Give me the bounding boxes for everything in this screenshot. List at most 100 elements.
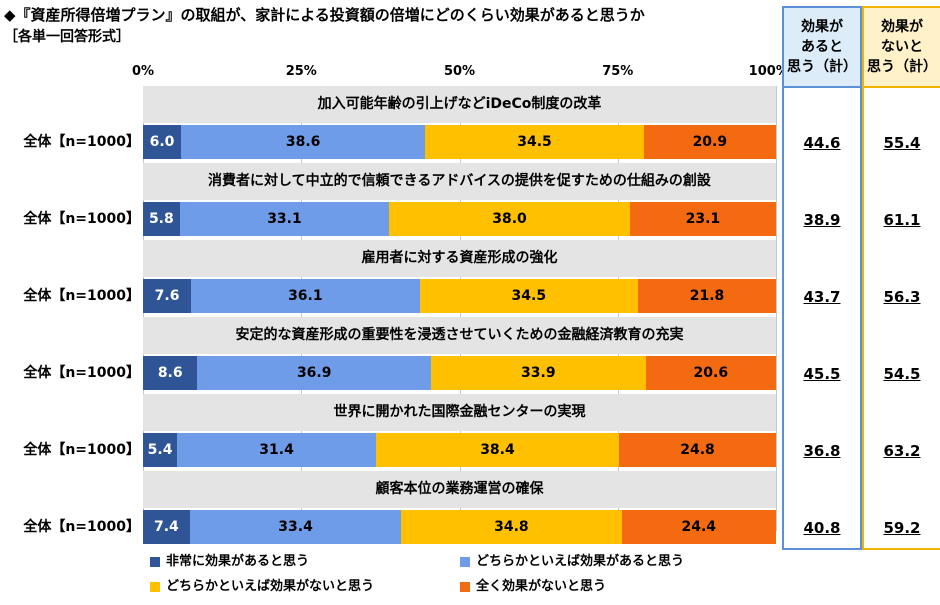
bar-segment: 20.6 <box>645 356 776 390</box>
summary-effective-header: 効果が あると 思う（計） <box>784 8 860 88</box>
summary-not-effective-value: 54.5 <box>883 365 921 383</box>
summary-not-effective-header: 効果が ないと 思う（計） <box>864 8 940 88</box>
row-label: 全体【n=1000】 <box>23 288 140 304</box>
summary-effective-header-line: 思う（計） <box>787 59 857 75</box>
bar-segment: 8.6 <box>143 356 198 390</box>
item-heading: 世界に開かれた国際金融センターの実現 <box>333 404 586 420</box>
legend-item: どちらかといえば効果があると思う <box>460 550 684 569</box>
summary-effective-value: 44.6 <box>803 134 841 152</box>
item-heading: 安定的な資産形成の重要性を浸透させていくための金融経済教育の充実 <box>235 327 684 343</box>
data-label: 38.4 <box>480 442 515 458</box>
data-label: 7.6 <box>154 288 180 304</box>
row-label: 全体【n=1000】 <box>23 365 140 381</box>
bar-segment: 33.1 <box>179 202 390 236</box>
row-label: 全体【n=1000】 <box>23 134 140 150</box>
data-label: 20.9 <box>692 134 728 150</box>
data-label: 34.5 <box>511 288 547 304</box>
bar-segment: 33.9 <box>431 356 646 390</box>
legend-swatch <box>460 556 470 567</box>
data-label: 8.6 <box>157 365 183 381</box>
bar-segment: 24.8 <box>619 433 776 467</box>
summary-not-effective-value: 61.1 <box>883 211 921 229</box>
summary-not-effective-value: 55.4 <box>883 134 921 152</box>
data-label: 24.8 <box>680 442 715 458</box>
bar-segment: 7.6 <box>143 279 192 313</box>
summary-not-effective-header-line: ないと <box>881 39 923 55</box>
data-label: 36.9 <box>296 365 332 381</box>
legend-item: 全く効果がないと思う <box>460 575 606 594</box>
legend-item: 非常に効果があると思う <box>150 550 309 569</box>
item-heading: 雇用者に対する資産形成の強化 <box>361 250 558 266</box>
bar-segment: 38.6 <box>180 125 426 159</box>
legend-swatch <box>460 581 470 592</box>
legend-swatch <box>150 556 160 567</box>
data-label: 33.4 <box>278 519 313 535</box>
legend-label: どちらかといえば効果があると思う <box>476 554 685 569</box>
summary-not-effective-header-line: 思う（計） <box>867 59 937 75</box>
summary-not-effective-header-line: 効果が <box>881 19 923 35</box>
data-label: 20.6 <box>693 365 729 381</box>
row-label: 全体【n=1000】 <box>23 442 140 458</box>
bar-segment: 33.4 <box>189 510 402 544</box>
summary-effective-value: 43.7 <box>803 288 841 306</box>
data-label: 34.5 <box>517 134 552 150</box>
bar-segment: 7.4 <box>143 510 190 544</box>
legend-item: どちらかといえば効果がないと思う <box>150 575 374 594</box>
summary-effective-column: 効果が あると 思う（計） 44.6 38.9 43.7 45.5 36.8 40.8 <box>782 6 862 550</box>
item-heading-band: 安定的な資産形成の重要性を浸透させていくための金融経済教育の充実 <box>143 317 776 354</box>
legend-label: 全く効果がないと思う <box>476 579 607 594</box>
data-label: 21.8 <box>689 288 725 304</box>
bar-segment: 24.4 <box>621 510 776 544</box>
data-label: 23.1 <box>685 211 721 227</box>
data-label: 5.4 <box>147 442 173 458</box>
x-tick-label: 100% <box>748 64 789 79</box>
item-heading-band: 顧客本位の業務運営の確保 <box>143 471 776 508</box>
chart-title: ◆『資産所得倍増プラン』の取組が、家計による投資額の倍増にどのくらい効果があると… <box>4 6 645 24</box>
summary-effective-value: 40.8 <box>803 519 841 537</box>
summary-not-effective-value: 63.2 <box>883 442 921 460</box>
data-label: 6.0 <box>149 134 175 150</box>
data-label: 5.8 <box>148 211 174 227</box>
data-label: 36.1 <box>288 288 323 304</box>
x-tick-label: 50% <box>443 64 476 79</box>
summary-effective-value: 45.5 <box>803 365 841 383</box>
summary-effective-value: 36.8 <box>803 442 841 460</box>
item-heading: 顧客本位の業務運営の確保 <box>375 481 544 497</box>
chart-subtitle: ［各単一回答形式］ <box>4 29 130 45</box>
x-gridline <box>776 86 777 531</box>
bar-segment: 5.4 <box>143 433 178 467</box>
summary-effective-header-line: あると <box>801 39 843 55</box>
x-tick-label: 25% <box>285 64 317 79</box>
summary-not-effective-value: 56.3 <box>883 288 921 306</box>
legend-label: 非常に効果があると思う <box>166 554 310 569</box>
item-heading-band: 世界に開かれた国際金融センターの実現 <box>143 394 776 431</box>
summary-not-effective-value: 59.2 <box>883 519 921 537</box>
item-heading-band: 加入可能年齢の引上げなどiDeCo制度の改革 <box>143 86 776 123</box>
bar-segment: 31.4 <box>177 433 376 467</box>
data-label: 7.4 <box>154 519 179 535</box>
item-heading-band: 消費者に対して中立的で信頼できるアドバイスの提供を促すための仕組みの創設 <box>143 163 776 200</box>
data-label: 33.9 <box>521 365 556 381</box>
legend-label: どちらかといえば効果がないと思う <box>166 579 375 594</box>
data-label: 33.1 <box>267 211 302 227</box>
data-label: 38.6 <box>285 134 321 150</box>
bar-segment: 34.5 <box>419 279 638 313</box>
data-label: 34.8 <box>494 519 529 535</box>
item-heading: 消費者に対して中立的で信頼できるアドバイスの提供を促すための仕組みの創設 <box>208 173 711 189</box>
item-heading-band: 雇用者に対する資産形成の強化 <box>143 240 776 277</box>
row-label: 全体【n=1000】 <box>23 211 140 227</box>
bar-segment: 38.0 <box>389 202 630 236</box>
summary-effective-header-line: 効果が <box>801 19 843 35</box>
row-label: 全体【n=1000】 <box>23 519 140 535</box>
data-label: 24.4 <box>681 519 717 535</box>
x-tick-label: 0% <box>131 64 155 79</box>
bar-segment: 23.1 <box>629 202 776 236</box>
item-heading: 加入可能年齢の引上げなどiDeCo制度の改革 <box>317 96 602 112</box>
x-tick-label: 75% <box>602 64 634 79</box>
bar-segment: 34.5 <box>425 125 644 159</box>
bar-segment: 36.1 <box>191 279 420 313</box>
bar-segment: 5.8 <box>143 202 180 236</box>
legend-swatch <box>150 581 160 592</box>
bar-segment: 20.9 <box>643 125 776 159</box>
summary-not-effective-body: 55.4 61.1 56.3 54.5 63.2 59.2 <box>864 88 940 548</box>
